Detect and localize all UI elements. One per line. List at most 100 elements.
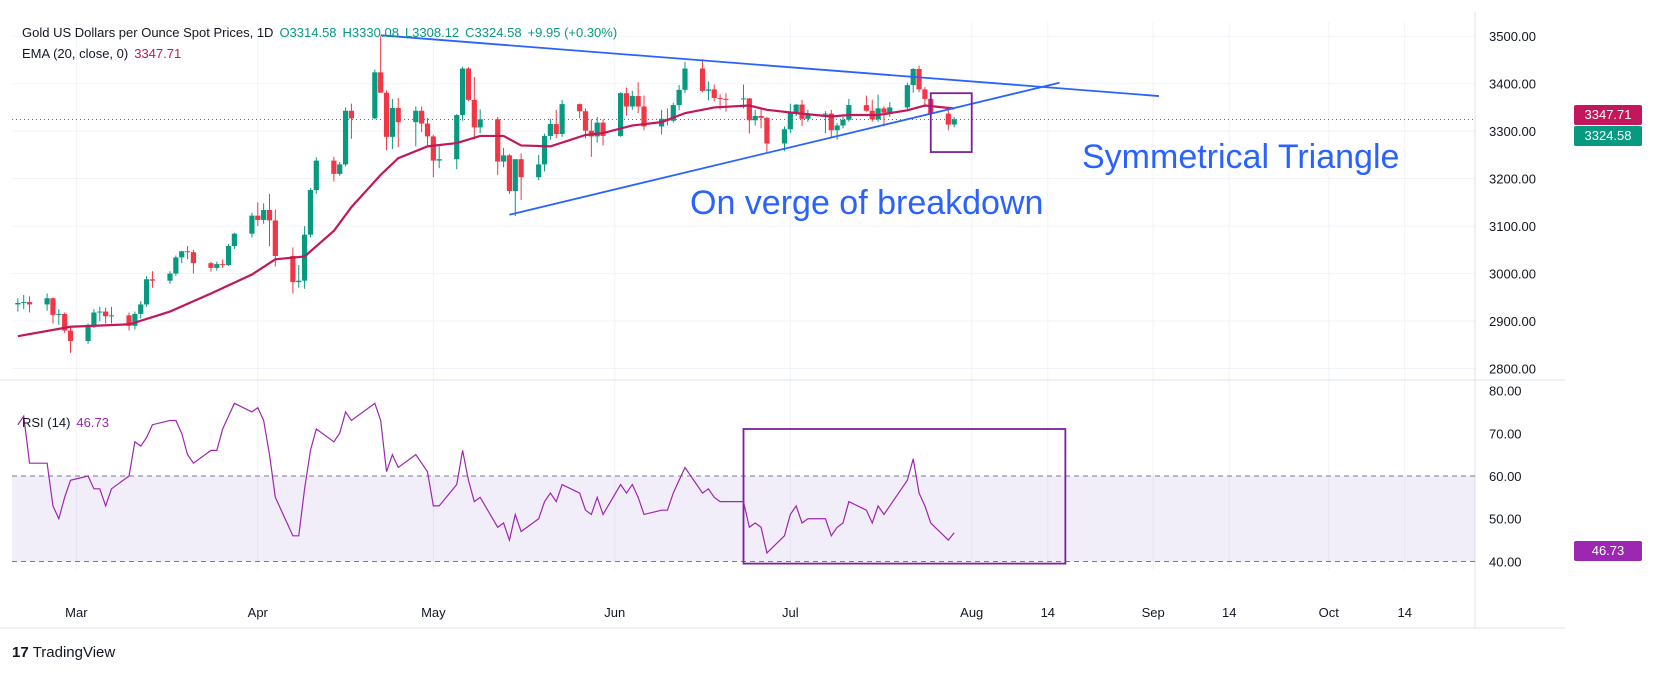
candle-body [465,68,472,100]
candle-body [331,160,337,174]
candle-body [225,246,232,266]
candle-body [184,251,191,253]
change-value: +9.95 (+0.30%) [527,25,618,40]
rsi-tick-label: 60.00 [1489,469,1522,484]
breakdown-annotation: On verge of breakdown [690,184,1044,222]
close-value: C3324.58 [465,25,522,40]
triangle-trendline [380,34,1160,97]
candle-body [21,302,27,304]
candle-body [805,114,811,119]
candle-body [951,119,957,125]
candle-body [26,302,33,305]
price-tick-label: 2800.00 [1489,362,1536,377]
time-tick-label: 14 [1222,605,1236,620]
candle-body [261,209,267,220]
candle-body [50,298,56,315]
candle-body [553,124,559,135]
open-value: O3314.58 [279,25,337,40]
candle-body [430,136,436,161]
candle-body [887,107,893,113]
price-tick-label: 3300.00 [1489,124,1536,139]
candle-body [97,311,103,313]
candle-body [752,115,758,121]
candle-body [758,115,764,118]
last-price-tag: 3324.58 [1574,126,1642,146]
ema-legend: EMA (20, close, 0) 3347.71 [22,46,187,61]
candle-body [337,164,343,174]
candle-body [272,220,278,257]
low-value: L3308.12 [404,25,460,40]
rsi-tick-label: 50.00 [1489,512,1522,527]
rsi-tick-label: 80.00 [1489,384,1522,399]
candle-body [173,257,179,274]
tradingview-logo[interactable]: 17 TradingView [12,644,115,661]
time-tick-label: Mar [65,605,88,620]
candle-body [705,89,711,91]
price-tick-label: 3400.00 [1489,77,1536,92]
candle-body [302,234,308,281]
candle-body [108,315,115,317]
candle-body [582,111,589,131]
candle-body [577,104,583,112]
candle-body [682,68,688,90]
candle-body [536,164,542,178]
candle-body [670,105,676,121]
time-tick-label: 14 [1041,605,1055,620]
candle-body [916,68,922,90]
candle-body [506,155,513,191]
candle-body [15,303,21,305]
candle-body [62,313,68,331]
candle-body [378,72,384,93]
candle-body [91,312,97,325]
time-tick-label: 14 [1398,605,1412,620]
candle-body [290,256,296,283]
candle-body [389,107,395,137]
candle-body [255,215,261,220]
time-tick-label: Sep [1142,605,1165,620]
candle-body [266,209,273,221]
candle-body [834,125,840,131]
candle-body [103,311,109,317]
ema-legend-value: 3347.71 [134,46,182,61]
candle-body [208,263,214,268]
candle-body [746,98,752,121]
candle-body [717,97,723,99]
candle-body [436,159,442,161]
high-value: H3330.08 [342,25,399,40]
candle-body [676,89,682,106]
candle-body [945,113,951,125]
candle-body [413,110,419,123]
price-tick-label: 3000.00 [1489,267,1536,282]
candle-body [787,112,793,130]
candle-body [594,122,600,137]
candle-body [372,72,378,119]
price-tick-label: 3100.00 [1489,219,1536,234]
candle-body [143,279,150,305]
candle-body [799,104,805,119]
candle-body [635,96,641,107]
candle-body [641,106,647,127]
candle-body [471,99,477,128]
candle-body [138,304,144,314]
brand-name: TradingView [32,644,116,661]
candle-body [904,85,910,108]
candle-body [863,105,869,111]
candle-body [307,190,314,235]
candle-body [342,110,349,165]
candle-body [149,279,156,281]
candle-body [846,105,852,120]
candle-body [881,108,887,113]
time-tick-label: Jun [604,605,625,620]
candle-body [419,110,425,124]
time-tick-label: Oct [1319,605,1340,620]
candle-body [875,108,881,120]
candle-body [922,89,928,99]
candle-body [764,117,770,144]
candle-body [541,135,548,165]
candle-body [220,264,226,266]
tv-logo-icon: 17 [12,644,29,661]
candle-body [623,93,630,107]
candle-body [44,298,50,305]
breakdown-highlight-box [929,92,973,153]
